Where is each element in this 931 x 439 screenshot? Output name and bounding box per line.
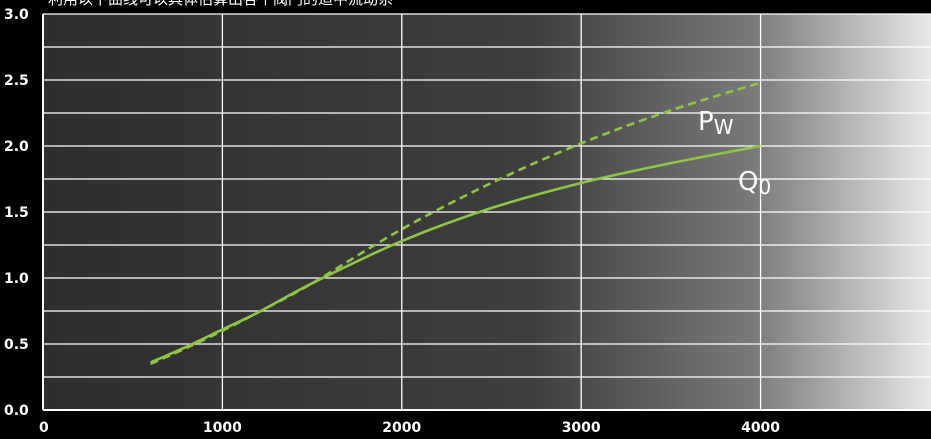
x-tick-label: 2000 (382, 420, 421, 436)
y-tick-label: 2.5 (4, 73, 29, 89)
x-tick-label: 3000 (562, 420, 601, 436)
x-tick-label: 0 (39, 420, 49, 436)
y-tick-label: 1.5 (4, 205, 29, 221)
y-tick-label: 0.5 (4, 337, 29, 353)
chart-caption: 利用以下曲线可以具体估算出各个阀门的适中流动系 (48, 0, 393, 8)
series-line-pw (150, 81, 761, 365)
series (150, 81, 761, 365)
grid (43, 13, 931, 410)
y-tick-label: 3.0 (4, 7, 29, 23)
axes: 0.0 0.5 1.0 1.5 2.0 2.5 3.0 0 1000 2000 3000 4000 (4, 7, 931, 436)
y-tick-label: 2.0 (4, 139, 29, 155)
series-label-q0: Q0 (738, 167, 771, 199)
x-tick-label: 1000 (203, 420, 242, 436)
y-tick-label: 1.0 (4, 271, 29, 287)
series-label-pw: PW (698, 107, 734, 139)
x-tick-label: 4000 (741, 420, 780, 436)
y-tick-label: 0.0 (4, 403, 29, 419)
